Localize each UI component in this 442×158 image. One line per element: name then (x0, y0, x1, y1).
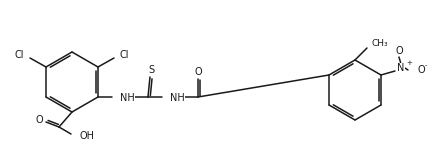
Text: O: O (418, 65, 426, 75)
Text: O: O (194, 67, 202, 77)
Text: S: S (148, 65, 154, 75)
Text: Cl: Cl (15, 50, 24, 60)
Text: O: O (395, 46, 403, 56)
Text: Cl: Cl (120, 50, 130, 60)
Text: O: O (35, 115, 43, 125)
Text: -: - (425, 62, 427, 68)
Text: OH: OH (80, 131, 95, 141)
Text: +: + (406, 60, 412, 66)
Text: N: N (397, 63, 405, 73)
Text: NH: NH (120, 93, 135, 103)
Text: NH: NH (170, 93, 185, 103)
Text: CH₃: CH₃ (372, 39, 389, 48)
